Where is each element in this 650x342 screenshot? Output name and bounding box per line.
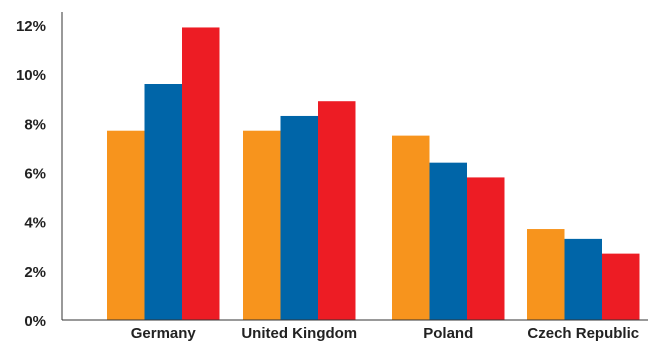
x-category-label: United Kingdom xyxy=(241,325,357,342)
x-category-label: Poland xyxy=(423,325,473,342)
bar-germany-series-1 xyxy=(107,130,145,320)
bar-united-kingdom-series-2 xyxy=(280,115,318,320)
y-tick-label: 8% xyxy=(24,116,46,133)
x-axis-labels: Germany United Kingdom Poland Czech Republi… xyxy=(131,325,639,342)
bar-czech-republic-series-1 xyxy=(527,229,565,320)
bar-germany-series-3 xyxy=(182,27,220,320)
y-tick-label: 6% xyxy=(24,166,46,183)
bar-czech-republic-series-3 xyxy=(602,253,640,320)
y-tick-label: 0% xyxy=(24,313,46,330)
x-category-label: Germany xyxy=(131,325,197,342)
bar-germany-series-2 xyxy=(144,84,182,320)
bar-united-kingdom-series-3 xyxy=(318,101,356,320)
bar-poland-series-2 xyxy=(429,162,467,320)
y-axis-ticks: 0% 2% 4% 6% 8% 10% 12% xyxy=(16,18,46,330)
bar-united-kingdom-series-1 xyxy=(243,130,281,320)
y-tick-label: 2% xyxy=(24,264,46,281)
y-tick-label: 12% xyxy=(16,18,46,35)
x-category-label: Czech Republic xyxy=(527,325,639,342)
y-tick-label: 10% xyxy=(16,67,46,84)
bar-poland-series-3 xyxy=(467,177,505,320)
bar-czech-republic-series-2 xyxy=(564,238,602,320)
y-tick-label: 4% xyxy=(24,215,46,232)
bar-poland-series-1 xyxy=(392,135,430,320)
bars-group xyxy=(107,27,640,320)
